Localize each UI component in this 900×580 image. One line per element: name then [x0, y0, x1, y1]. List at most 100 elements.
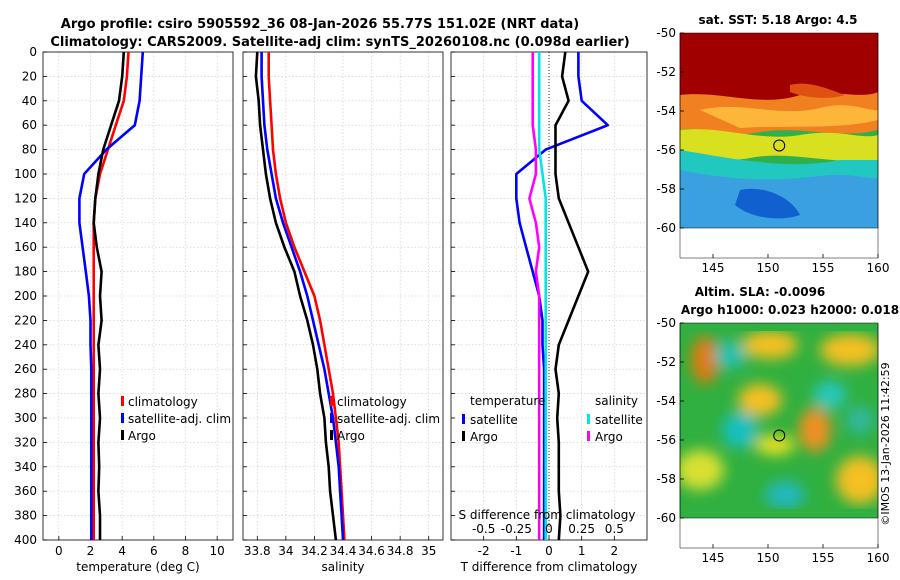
x-tick-label: 33.8 — [244, 544, 271, 558]
legend-label: satellite — [595, 413, 643, 427]
x-tick-label: 34.4 — [330, 544, 357, 558]
x-tick-label: 6 — [150, 544, 158, 558]
series-t-satellite-line — [514, 52, 610, 540]
x-tick-label: 0 — [55, 544, 63, 558]
y-tick-label: -58 — [656, 182, 676, 196]
legend-label: climatology — [128, 395, 198, 409]
legend-label: Argo — [128, 429, 156, 443]
x-tick-label: 2 — [611, 544, 619, 558]
x-tick-label: 8 — [182, 544, 190, 558]
series-argo-line — [254, 51, 338, 541]
figure-title-line2: Climatology: CARS2009. Satellite-adj cli… — [50, 35, 629, 50]
x-tick-label: 34.2 — [301, 544, 328, 558]
legend-marker — [330, 430, 333, 440]
series-climatology-line — [92, 51, 130, 540]
legend-label: satellite-adj. clim — [337, 412, 440, 426]
y-tick-label: 20 — [22, 69, 37, 83]
series-s-satellite-line — [537, 52, 548, 540]
y-tick-label: -52 — [656, 355, 676, 369]
y-tick-label: 100 — [14, 167, 37, 181]
series-satellite-adj-clim-line — [78, 51, 145, 540]
x-tick-label: 160 — [867, 551, 890, 565]
legend-marker — [121, 430, 124, 440]
y-tick-label: 200 — [14, 289, 37, 303]
y-tick-label: 400 — [14, 533, 37, 547]
x-tick-label: 150 — [757, 551, 780, 565]
imos-credit: ©IMOS 13-Jan-2026 11:42:59 — [879, 362, 892, 525]
x-tick-label: 34.8 — [387, 544, 414, 558]
y-tick-label: 140 — [14, 216, 37, 230]
y-tick-label: -56 — [656, 143, 676, 157]
x-tick-label: 4 — [118, 544, 126, 558]
y-tick-label: -54 — [656, 104, 676, 118]
difference-panel: -2 -1 0 1 2 T difference from climatology S di… — [450, 51, 648, 574]
x-axis-label: T difference from climatology — [460, 560, 638, 574]
x2-tick-label: 0.5 — [605, 522, 624, 536]
sla-map-subtitle: Argo h1000: 0.023 h2000: 0.018 — [681, 303, 899, 317]
y-tick-label: 120 — [14, 191, 37, 205]
temperature-panel: 0 2 4 6 8 10 temperature (deg C) 0 20 40 60 80 100 12… — [14, 45, 234, 574]
y-tick-label: 180 — [14, 265, 37, 279]
x2-tick-label: -0.5 — [472, 522, 495, 536]
x2-axis-label: S difference from climatology — [459, 508, 636, 522]
legend-label: Argo — [337, 429, 365, 443]
x2-tick-label: -0.25 — [501, 522, 532, 536]
y-tick-label: 280 — [14, 387, 37, 401]
legend-label: Argo — [470, 430, 498, 444]
y-tick-label: -60 — [656, 221, 676, 235]
y-tick-label: 300 — [14, 411, 37, 425]
legend-marker — [330, 413, 333, 423]
y-tick-label: -56 — [656, 433, 676, 447]
sst-map-title: sat. SST: 5.18 Argo: 4.5 — [698, 13, 857, 27]
sst-map-panel: sat. SST: 5.18 Argo: 4.5 145 150 155 160 -50… — [656, 13, 889, 275]
legend-marker — [587, 414, 590, 424]
x-tick-label: 1 — [578, 544, 586, 558]
legend-marker — [121, 396, 124, 406]
y-tick-label: 240 — [14, 338, 37, 352]
x-tick-label: 160 — [867, 261, 890, 275]
y-tick-label: -58 — [656, 472, 676, 486]
y-tick-label: 260 — [14, 362, 37, 376]
x-tick-label: 34 — [278, 544, 293, 558]
legend-label: satellite — [470, 413, 518, 427]
x2-tick-label: 0.25 — [568, 522, 595, 536]
legend-marker — [587, 431, 590, 441]
salinity-panel: 33.8 34 34.2 34.4 34.6 34.8 35 salinity climatol… — [242, 51, 444, 574]
y-tick-label: 220 — [14, 313, 37, 327]
y-tick-label: -50 — [656, 316, 676, 330]
x-tick-label: 150 — [757, 261, 780, 275]
legend-title: temperature — [470, 394, 545, 408]
y-tick-label: -54 — [656, 394, 676, 408]
legend-marker — [462, 414, 465, 424]
series-s-argo-line — [528, 52, 541, 540]
axes-frame — [242, 51, 444, 541]
sla-map-title: Altim. SLA: -0.0096 — [695, 285, 826, 299]
figure-title-line1: Argo profile: csiro 5905592_36 08-Jan-20… — [61, 17, 579, 32]
series-satellite-adj-clim-line — [260, 52, 345, 541]
sla-field — [680, 323, 878, 518]
y-tick-label: 0 — [29, 45, 37, 59]
y-tick-label: 160 — [14, 240, 37, 254]
series-argo-line — [92, 51, 126, 540]
x2-tick-label: 0 — [545, 522, 553, 536]
sla-map-axes: 145 150 155 160 -50 -52 -54 -56 -58 -60 — [656, 316, 889, 565]
legend-marker — [330, 396, 333, 406]
y-tick-label: 380 — [14, 509, 37, 523]
y-tick-label: -50 — [656, 26, 676, 40]
x-tick-label: 2 — [87, 544, 95, 558]
y-tick-label: 60 — [22, 118, 37, 132]
legend-label: Argo — [595, 430, 623, 444]
sst-field — [680, 33, 878, 228]
x-tick-label: 155 — [812, 261, 835, 275]
y-tick-label: 360 — [14, 484, 37, 498]
x-tick-label: 10 — [210, 544, 225, 558]
x-tick-label: -2 — [478, 544, 490, 558]
x-tick-label: 0 — [545, 544, 553, 558]
legend-label: climatology — [337, 395, 407, 409]
legend-title: salinity — [595, 394, 638, 408]
x-axis-label: temperature (deg C) — [76, 560, 199, 574]
series-t-argo-line — [554, 51, 590, 541]
x-tick-label: -1 — [510, 544, 522, 558]
legend-marker — [121, 413, 124, 423]
